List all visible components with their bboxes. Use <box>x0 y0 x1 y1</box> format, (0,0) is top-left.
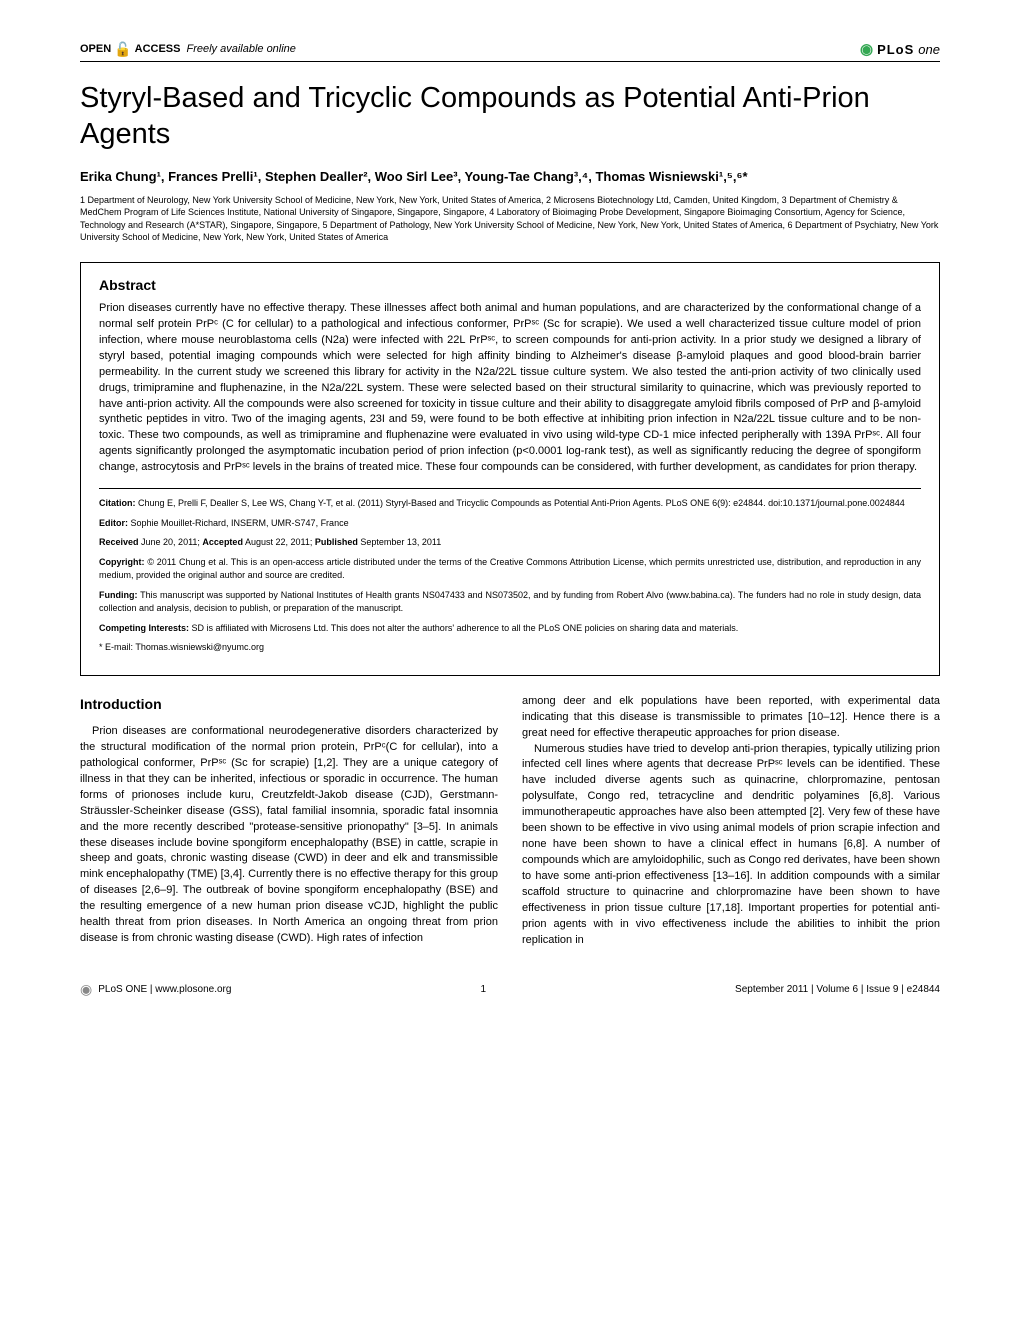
right-column: among deer and elk populations have been… <box>522 694 940 949</box>
header-bar: OPEN 🔓 ACCESS Freely available online ◉ … <box>80 40 940 62</box>
published-label: Published <box>315 537 358 547</box>
footer-swirl-icon: ◉ <box>80 981 92 998</box>
abstract-heading: Abstract <box>99 277 921 293</box>
page-footer: ◉ PLoS ONE | www.plosone.org 1 September… <box>80 975 940 998</box>
footer-left: ◉ PLoS ONE | www.plosone.org <box>80 981 231 998</box>
received-label: Received <box>99 537 139 547</box>
journal-logo: ◉ PLoS one <box>860 40 940 58</box>
article-title: Styryl-Based and Tricyclic Compounds as … <box>80 80 940 153</box>
open-access-label: OPEN 🔓 ACCESS Freely available online <box>80 41 296 58</box>
editor-label: Editor: <box>99 518 128 528</box>
dates-line: Received June 20, 2011; Accepted August … <box>99 536 921 550</box>
copyright-text: © 2011 Chung et al. This is an open-acce… <box>99 557 921 581</box>
editor-line: Editor: Sophie Mouillet-Richard, INSERM,… <box>99 517 921 531</box>
body-columns: Introduction Prion diseases are conforma… <box>80 694 940 949</box>
left-column: Introduction Prion diseases are conforma… <box>80 694 498 949</box>
access-text: ACCESS <box>135 43 181 55</box>
competing-text: SD is affiliated with Microsens Ltd. Thi… <box>189 623 738 633</box>
footer-info: September 2011 | Volume 6 | Issue 9 | e2… <box>735 984 940 995</box>
open-lock-icon: 🔓 <box>114 41 131 58</box>
affiliations: 1 Department of Neurology, New York Univ… <box>80 194 940 244</box>
author-list: Erika Chung¹, Frances Prelli¹, Stephen D… <box>80 169 940 184</box>
open-text: OPEN <box>80 43 111 55</box>
funding-line: Funding: This manuscript was supported b… <box>99 589 921 616</box>
footer-page: 1 <box>480 984 486 995</box>
footer-journal: PLoS ONE | www.plosone.org <box>98 984 231 995</box>
copyright-label: Copyright: <box>99 557 145 567</box>
intro-para-1: Prion diseases are conformational neurod… <box>80 724 498 947</box>
freely-text: Freely available online <box>186 43 295 55</box>
competing-line: Competing Interests: SD is affiliated wi… <box>99 622 921 636</box>
abstract-body: Prion diseases currently have no effecti… <box>99 301 921 476</box>
accepted-text: August 22, 2011; <box>243 537 315 547</box>
one-text: one <box>918 42 940 57</box>
received-text: June 20, 2011; <box>139 537 203 547</box>
citation-label: Citation: <box>99 498 136 508</box>
intro-para-3: Numerous studies have tried to develop a… <box>522 742 940 949</box>
email-line: * E-mail: Thomas.wisniewski@nyumc.org <box>99 641 921 655</box>
email-label: * E-mail: <box>99 642 133 652</box>
editor-text: Sophie Mouillet-Richard, INSERM, UMR-S74… <box>128 518 349 528</box>
plos-swirl-icon: ◉ <box>860 40 873 58</box>
competing-label: Competing Interests: <box>99 623 189 633</box>
plos-text: PLoS <box>877 42 914 57</box>
copyright-line: Copyright: © 2011 Chung et al. This is a… <box>99 556 921 583</box>
email-text: Thomas.wisniewski@nyumc.org <box>133 642 264 652</box>
abstract-box: Abstract Prion diseases currently have n… <box>80 262 940 676</box>
introduction-heading: Introduction <box>80 694 498 714</box>
citation-text: Chung E, Prelli F, Dealler S, Lee WS, Ch… <box>136 498 905 508</box>
funding-label: Funding: <box>99 590 137 600</box>
accepted-label: Accepted <box>202 537 243 547</box>
published-text: September 13, 2011 <box>358 537 441 547</box>
citation-line: Citation: Chung E, Prelli F, Dealler S, … <box>99 488 921 511</box>
intro-para-2: among deer and elk populations have been… <box>522 694 940 742</box>
funding-text: This manuscript was supported by Nationa… <box>99 590 921 614</box>
